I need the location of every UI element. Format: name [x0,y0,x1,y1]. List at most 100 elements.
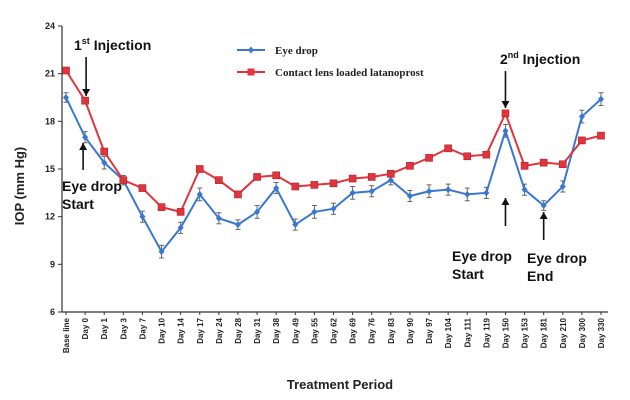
data-point [368,187,375,195]
data-point [598,95,604,103]
data-point [349,189,356,197]
data-point [329,179,338,188]
x-tick-label: Day 17 [196,317,205,343]
legend-swatch-marker [248,46,254,54]
annotation-arrow-head [539,212,548,219]
x-tick-label: Day 104 [444,317,453,348]
data-point [445,186,452,194]
data-point [330,205,337,213]
chart-annotations: 1st Injection Eye drop Start 2nd Injection E… [62,36,587,284]
x-tick-label: Day 69 [349,317,358,343]
x-tick-label: Day 119 [482,317,491,347]
data-point [177,224,184,232]
x-tick-label: Base line [62,317,71,353]
x-tick-label: Day 31 [253,317,262,343]
data-point [101,159,108,167]
x-tick-label: Day 62 [330,317,339,343]
x-tick-label: Day 3 [119,317,128,339]
x-tick-label: Day 153 [521,317,530,348]
data-point [195,165,204,173]
data-point [520,162,529,170]
data-point [234,221,241,229]
data-point [176,208,185,216]
y-axis-ticks: 6 9 12 15 18 21 24 [45,21,62,317]
series-line [65,69,602,214]
annotation-second-injection: 2nd Injection [500,50,580,67]
data-point [292,221,299,229]
x-tick-label: Day 28 [234,317,243,343]
data-point [558,160,567,169]
data-point [273,184,280,192]
legend-swatch-marker [247,68,255,76]
series-eye-drop [63,92,604,259]
data-point [464,190,471,198]
data-point [387,176,394,184]
data-point [521,186,528,194]
data-point [139,213,146,221]
x-tick-label: Day 90 [406,317,415,343]
y-axis-label: IOP (mm Hg) [12,147,27,226]
y-tick-label: 6 [50,307,55,317]
x-tick-label: Day 1 [100,317,109,339]
data-point [62,66,70,75]
data-point [311,208,318,216]
series-line [65,97,602,254]
annotation-eye-drop-start-2: Start [62,196,94,212]
data-point [215,176,223,184]
x-tick-label: Day 300 [578,317,587,348]
y-tick-label: 12 [45,212,55,222]
y-tick-label: 9 [50,259,55,269]
annotation-arrow-head [501,101,510,108]
data-point [100,147,109,156]
data-point [406,162,414,170]
x-tick-label: Day 14 [177,317,186,343]
data-point [196,190,203,198]
data-point [215,214,222,222]
chart-legend: Eye drop Contact lens loaded latanoprost [237,45,424,79]
data-point [63,94,69,101]
data-point [501,109,510,118]
x-tick-label: Day 7 [138,317,147,339]
data-point [425,154,433,162]
data-point [119,176,128,184]
y-tick-label: 21 [45,69,55,79]
data-point [426,187,433,195]
data-point [310,181,319,189]
x-tick-label: Day 97 [425,317,434,343]
data-point [138,184,147,192]
legend-label: Contact lens loaded latanoprost [275,67,424,79]
data-point [81,96,89,105]
chart-series [62,66,605,259]
data-point [578,136,586,145]
data-point [253,173,261,181]
annotation-first-injection: 1st Injection [74,36,151,53]
annotation-eye-drop-end-2: End [527,268,553,284]
y-tick-label: 24 [45,21,55,31]
x-tick-label: Day 38 [272,317,281,343]
x-tick-label: Day 83 [387,317,396,343]
data-point [387,169,395,178]
x-axis-label: Treatment Period [287,377,393,392]
data-point [597,131,605,140]
x-tick-label: Day 24 [215,317,224,343]
x-tick-label: Day 76 [368,317,377,343]
x-tick-label: Day 330 [597,317,606,348]
data-point [578,113,585,121]
data-point [272,171,280,180]
annotation-arrow-head [82,89,91,96]
legend-label: Eye drop [275,45,318,57]
annotation-eye-drop-start-3: Eye drop [452,248,512,264]
annotation-arrow-head [501,198,510,205]
data-point [291,182,300,191]
series-contact-lens [62,66,605,216]
data-point [444,144,452,153]
y-tick-label: 15 [45,164,55,174]
y-tick-label: 18 [45,116,55,126]
annotation-eye-drop-start-4: Start [452,266,484,282]
data-point [348,174,357,183]
data-point [367,173,376,181]
data-point [406,192,413,200]
annotation-arrow-head [79,143,88,150]
data-point [483,189,490,197]
